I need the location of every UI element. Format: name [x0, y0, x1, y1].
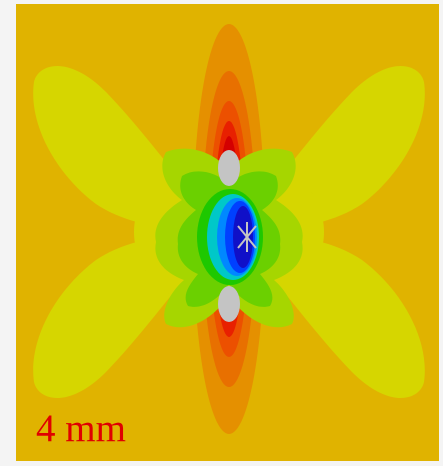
- hole-shapes: [218, 150, 240, 322]
- compression-core: [197, 189, 263, 285]
- scale-label: 4 mm: [36, 407, 126, 450]
- crack-marker: [237, 222, 257, 252]
- hole-bottom: [218, 286, 240, 322]
- hole-top: [218, 150, 240, 186]
- stress-contour-panel: 4 mm: [16, 4, 439, 461]
- core-navy: [233, 206, 253, 268]
- stress-contour-plot: [16, 4, 439, 461]
